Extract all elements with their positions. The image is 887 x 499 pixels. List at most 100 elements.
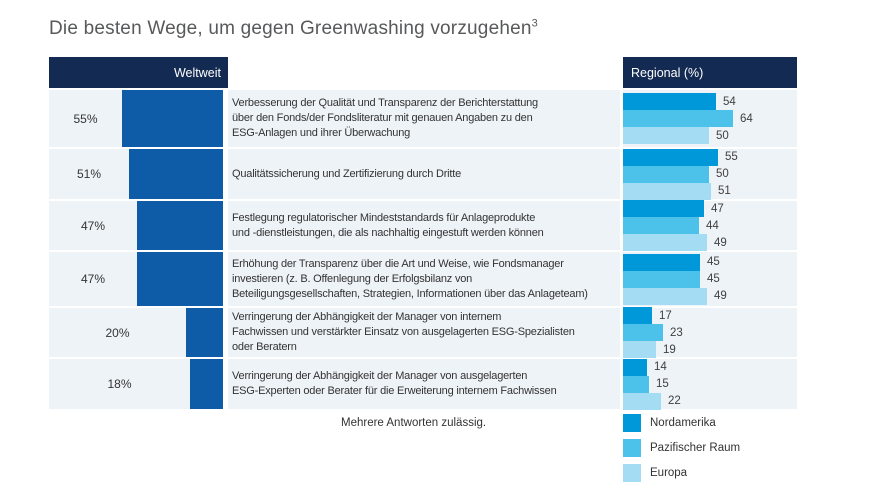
regional-bar-pazifischer-raum	[623, 375, 649, 393]
table-row: 55% Verbesserung der Qualität und Transpa…	[49, 90, 797, 147]
regional-bar-row: 19	[623, 341, 797, 358]
regional-bar-row: 49	[623, 234, 797, 251]
regional-cell: 14 15 22	[623, 358, 797, 410]
regional-cell: 54 64 50	[623, 90, 797, 147]
regional-bar-nordamerika	[623, 200, 704, 217]
regional-column-header: Regional (%)	[623, 57, 797, 88]
regional-bar-pazifischer-raum	[623, 165, 709, 183]
regional-bar-row: 47	[623, 200, 797, 217]
weltweit-bar	[129, 149, 223, 199]
regional-bar-row: 14	[623, 358, 797, 376]
legend-swatch	[623, 439, 641, 457]
weltweit-column-header: Weltweit	[49, 57, 228, 88]
weltweit-value-label: 47%	[80, 218, 106, 233]
regional-bar-europa	[623, 182, 711, 200]
regional-value-label: 51	[718, 185, 731, 197]
table-row: 18% Verringerung der Abhängigkeit der Man…	[49, 358, 797, 410]
legend-label: Nordamerika	[650, 417, 716, 429]
table-row: 20% Verringerung der Abhängigkeit der Man…	[49, 307, 797, 358]
table-row: 47% Erhöhung der Transparenz über die Art…	[49, 252, 797, 306]
regional-bar-row: 15	[623, 375, 797, 393]
regional-bar-row: 55	[623, 148, 797, 166]
category-label: Verringerung der Abhängigkeit der Manage…	[228, 308, 620, 357]
regional-bar-row: 17	[623, 307, 797, 324]
regional-value-label: 50	[716, 129, 729, 142]
regional-bar-row: 22	[623, 392, 797, 410]
regional-bar-nordamerika	[623, 253, 700, 271]
regional-value-label: 19	[663, 343, 676, 356]
legend: Nordamerika Pazifischer Raum Europa	[623, 414, 740, 489]
title-text: Die besten Wege, um gegen Greenwashing v…	[49, 18, 532, 39]
legend-label: Europa	[650, 467, 688, 479]
regional-bar-row: 49	[623, 287, 797, 305]
legend-label: Pazifischer Raum	[650, 442, 741, 454]
regional-bar-row: 54	[623, 93, 797, 110]
table-row: 51% Qualitätssicherung und Zertifizierung…	[49, 148, 797, 200]
regional-value-label: 22	[668, 395, 681, 407]
legend-item: Nordamerika	[623, 414, 740, 432]
regional-value-label: 23	[670, 326, 683, 339]
weltweit-cell: 18%	[49, 359, 223, 409]
regional-cell: 47 44 49	[623, 200, 797, 251]
regional-bar-pazifischer-raum	[623, 324, 663, 341]
rows: 55% Verbesserung der Qualität und Transpa…	[49, 90, 797, 410]
weltweit-cell: 55%	[49, 90, 223, 147]
regional-bar-row: 23	[623, 324, 797, 341]
regional-bar-row: 50	[623, 127, 797, 144]
regional-bar-europa	[623, 341, 656, 358]
category-label: Verringerung der Abhängigkeit der Manage…	[228, 359, 620, 409]
regional-bar-nordamerika	[623, 307, 652, 324]
regional-value-label: 17	[659, 309, 672, 322]
footnote: Mehrere Antworten zulässig.	[341, 417, 487, 429]
weltweit-value-label: 18%	[107, 377, 132, 391]
weltweit-bar	[137, 252, 223, 306]
weltweit-cell: 51%	[49, 149, 223, 199]
regional-bar-row: 50	[623, 165, 797, 183]
category-label: Festlegung regulatorischer Mindeststanda…	[228, 201, 620, 250]
regional-bar-europa	[623, 234, 707, 251]
legend-swatch	[623, 414, 641, 432]
regional-bar-row: 45	[623, 270, 797, 288]
regional-bar-nordamerika	[623, 93, 716, 110]
regional-bar-pazifischer-raum	[623, 217, 699, 234]
regional-cell: 55 50 51	[623, 148, 797, 200]
regional-bar-row: 45	[623, 253, 797, 271]
weltweit-value-label: 55%	[73, 111, 98, 126]
regional-value-label: 50	[716, 168, 729, 180]
weltweit-cell: 20%	[49, 308, 223, 357]
weltweit-value-label: 20%	[105, 325, 130, 340]
regional-value-label: 55	[725, 151, 738, 163]
regional-value-label: 44	[706, 219, 719, 232]
chart-table: Weltweit Regional (%) 55% Verbesserung de…	[49, 57, 797, 411]
regional-value-label: 49	[714, 236, 727, 249]
regional-bar-pazifischer-raum	[623, 110, 733, 127]
regional-bar-row: 64	[623, 110, 797, 127]
footnote-marker: 3	[531, 17, 538, 30]
regional-value-label: 14	[654, 361, 667, 373]
regional-bar-europa	[623, 127, 709, 144]
regional-bar-nordamerika	[623, 358, 647, 376]
regional-value-label: 45	[707, 256, 720, 268]
legend-item: Pazifischer Raum	[623, 439, 740, 457]
regional-value-label: 54	[723, 95, 736, 108]
header-row: Weltweit Regional (%)	[49, 57, 797, 88]
regional-bar-pazifischer-raum	[623, 270, 700, 288]
regional-value-label: 64	[740, 112, 753, 125]
weltweit-bar	[186, 308, 223, 357]
weltweit-value-label: 47%	[80, 272, 106, 286]
regional-value-label: 15	[656, 378, 669, 390]
weltweit-value-label: 51%	[76, 167, 102, 181]
category-label: Erhöhung der Transparenz über die Art un…	[228, 252, 620, 306]
table-row: 47% Festlegung regulatorischer Mindeststa…	[49, 200, 797, 251]
regional-value-label: 45	[707, 273, 720, 285]
category-label: Verbesserung der Qualität und Transparen…	[228, 90, 620, 147]
regional-bar-europa	[623, 287, 707, 305]
weltweit-bar	[137, 201, 223, 250]
weltweit-bar	[122, 90, 223, 147]
weltweit-cell: 47%	[49, 201, 223, 250]
regional-bar-row: 44	[623, 217, 797, 234]
page-title: Die besten Wege, um gegen Greenwashing v…	[49, 18, 538, 40]
regional-bar-europa	[623, 392, 661, 410]
weltweit-bar	[190, 359, 223, 409]
legend-swatch	[623, 464, 641, 482]
